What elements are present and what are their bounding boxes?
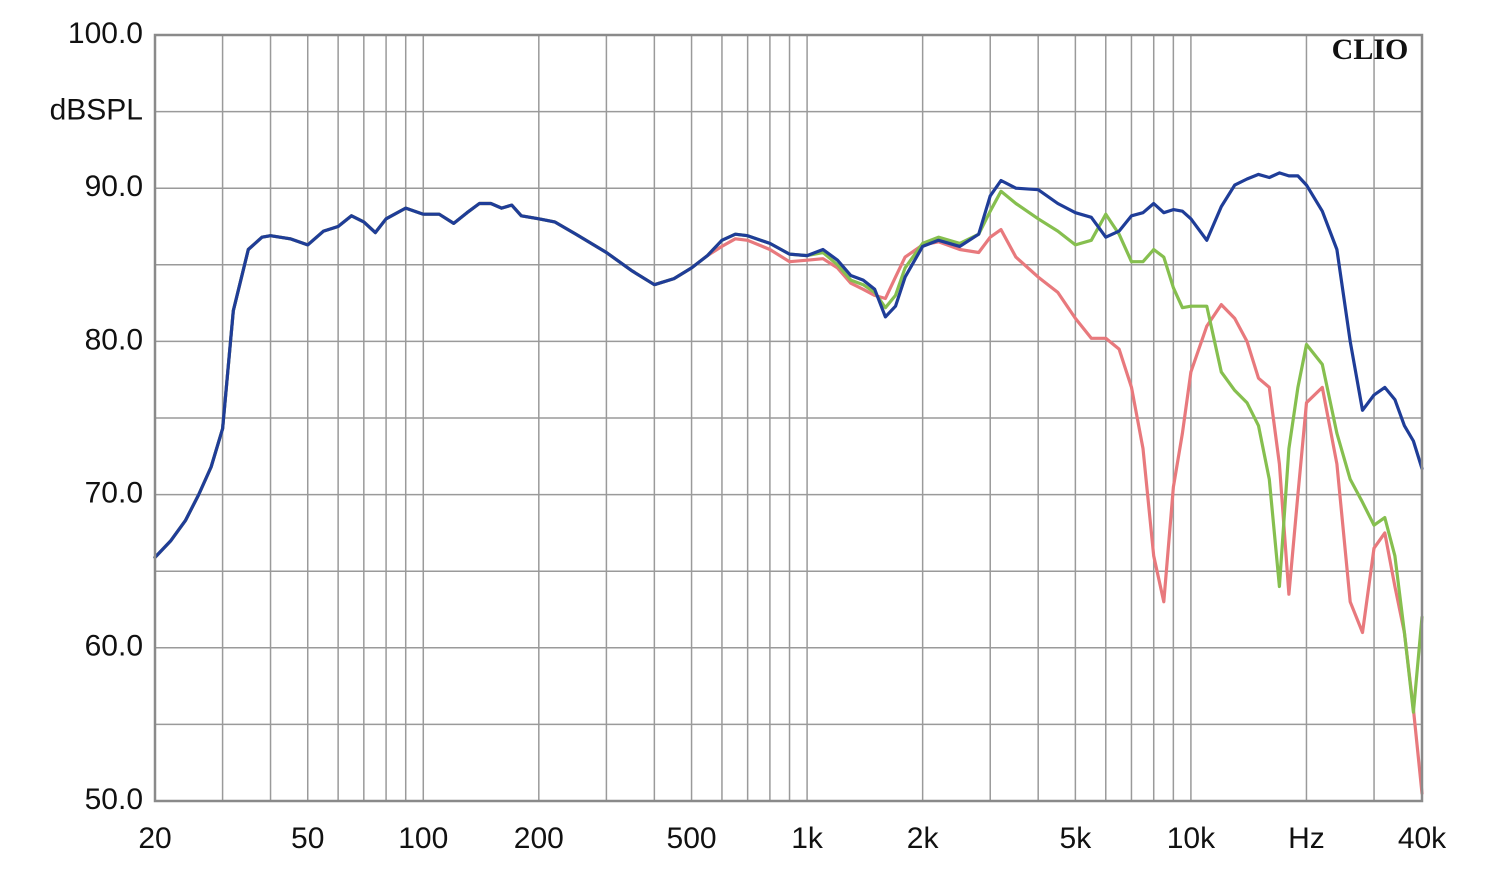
x-tick-label: 200	[514, 822, 564, 855]
x-tick-label: 40k	[1398, 822, 1447, 855]
y-tick-label: 100.0	[68, 17, 143, 50]
labels: 20 50 100 200 500 1k 2k 5k 10k Hz 40k 100.0 dBSPL 90.…	[50, 17, 1448, 855]
y-tick-label: dBSPL	[50, 94, 143, 127]
y-tick-label: 50.0	[85, 783, 143, 816]
x-tick-label: 500	[667, 822, 717, 855]
y-tick-label: 60.0	[85, 630, 143, 663]
x-tick-label: 50	[291, 822, 324, 855]
x-tick-label: 5k	[1060, 822, 1093, 855]
series-line	[153, 171, 1424, 560]
y-tick-label: 90.0	[85, 170, 143, 203]
x-tick-label: Hz	[1288, 822, 1325, 855]
x-tick-label: 10k	[1167, 822, 1216, 855]
x-tick-label: 1k	[791, 822, 824, 855]
y-tick-label: 70.0	[85, 477, 143, 510]
x-tick-label: 100	[398, 822, 448, 855]
plot-frame	[153, 33, 1424, 803]
x-tick-label: 20	[138, 822, 171, 855]
x-tick-label: 2k	[907, 822, 940, 855]
y-tick-label: 80.0	[85, 323, 143, 356]
annotation: CLIO	[1332, 33, 1409, 66]
lines	[153, 171, 1424, 795]
